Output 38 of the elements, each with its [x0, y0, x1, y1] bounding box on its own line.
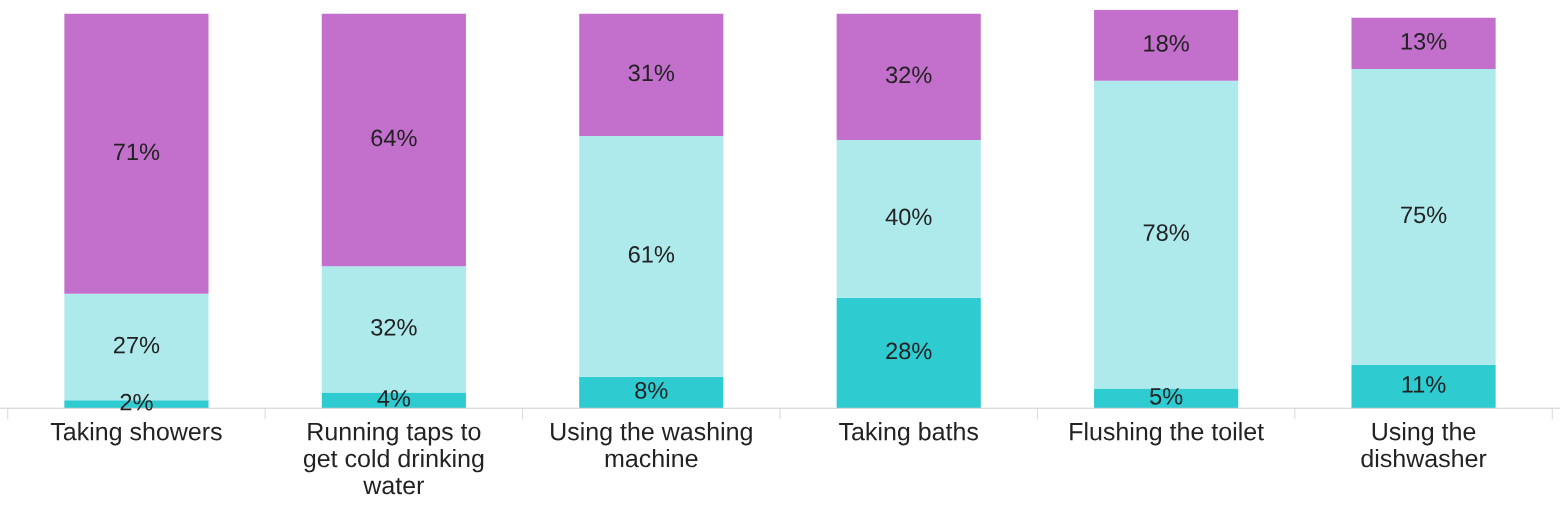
- data-label: 64%: [371, 129, 417, 147]
- data-label: 31%: [628, 64, 675, 82]
- bar: [1351, 17, 1496, 69]
- data-label: 27%: [114, 336, 160, 354]
- bar: [836, 297, 981, 409]
- data-label: 40%: [885, 208, 932, 226]
- bar: [1351, 69, 1496, 365]
- data-label: 75%: [1401, 206, 1447, 224]
- x-tick-label: Taking showers: [50, 422, 222, 446]
- data-label: 61%: [628, 245, 675, 263]
- data-label: 11%: [1402, 376, 1446, 393]
- x-tick-label: Running taps to get cold drinking water: [303, 422, 484, 495]
- bar: [1094, 80, 1239, 389]
- data-label: 32%: [885, 66, 932, 84]
- bar: [836, 139, 981, 298]
- data-label: 8%: [635, 382, 668, 399]
- data-label: 5%: [1150, 388, 1183, 405]
- bar: [321, 13, 466, 267]
- data-label: 13%: [1401, 32, 1447, 50]
- x-tick-label: Using the washing machine: [551, 422, 752, 468]
- bar: [1094, 9, 1239, 81]
- data-label: 28%: [886, 342, 932, 360]
- x-tick-label: Using the dishwasher: [1361, 422, 1487, 468]
- bar: [579, 136, 724, 377]
- data-label: 4%: [377, 390, 411, 407]
- data-label: 18%: [1144, 34, 1189, 52]
- x-tick-label: Flushing the toilet: [1070, 422, 1264, 446]
- data-label: 71%: [114, 143, 160, 161]
- bar: [1094, 388, 1239, 409]
- data-label: 32%: [371, 318, 417, 336]
- bar: [579, 376, 724, 409]
- data-label: 78%: [1143, 224, 1189, 241]
- bar: [321, 392, 466, 409]
- bar: [1351, 364, 1496, 409]
- bar: [836, 13, 981, 140]
- x-tick-label: Taking baths: [839, 422, 978, 446]
- bar: [64, 13, 209, 294]
- bar: [579, 13, 724, 137]
